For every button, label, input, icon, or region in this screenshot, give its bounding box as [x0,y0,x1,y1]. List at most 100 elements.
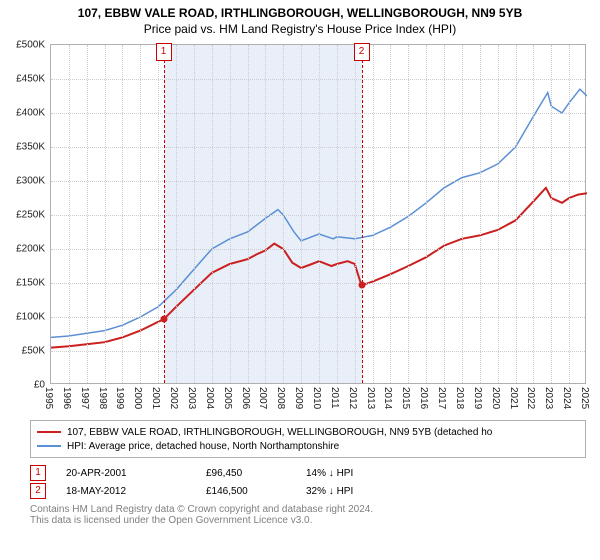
gridline-vertical [69,45,70,383]
x-axis-label: 2001 [150,387,161,409]
x-axis-label: 2003 [186,387,197,409]
x-axis-label: 2008 [275,387,286,409]
event-price: £146,500 [206,486,306,497]
y-axis-label: £250K [16,210,45,221]
x-axis-label: 1998 [97,387,108,409]
x-axis-label: 2024 [561,387,572,409]
gridline-vertical [373,45,374,383]
x-axis-label: 2017 [436,387,447,409]
attribution: Contains HM Land Registry data © Crown c… [30,504,586,526]
gridline-vertical [176,45,177,383]
gridline-vertical [426,45,427,383]
gridline-horizontal [51,181,585,182]
legend-row: HPI: Average price, detached house, Nort… [37,439,579,453]
x-axis-label: 2007 [257,387,268,409]
x-axis-label: 2019 [472,387,483,409]
gridline-horizontal [51,79,585,80]
title-line-1: 107, EBBW VALE ROAD, IRTHLINGBOROUGH, WE… [0,6,600,20]
y-axis-label: £400K [16,108,45,119]
y-axis-label: £100K [16,312,45,323]
x-axis-label: 2021 [508,387,519,409]
x-axis-label: 2022 [525,387,536,409]
event-marker-line [164,45,165,383]
gridline-vertical [569,45,570,383]
event-date: 20-APR-2001 [66,468,206,479]
attribution-line-2: This data is licensed under the Open Gov… [30,515,586,526]
x-axis-label: 2012 [347,387,358,409]
y-axis-label: £300K [16,176,45,187]
gridline-vertical [87,45,88,383]
x-axis-label: 2006 [240,387,251,409]
gridline-vertical [248,45,249,383]
y-axis-label: £450K [16,74,45,85]
gridline-vertical [551,45,552,383]
gridline-vertical [355,45,356,383]
x-axis-label: 2020 [490,387,501,409]
legend-series-box: 107, EBBW VALE ROAD, IRTHLINGBOROUGH, WE… [30,420,586,458]
event-date: 18-MAY-2012 [66,486,206,497]
gridline-vertical [462,45,463,383]
gridline-vertical [301,45,302,383]
x-axis-label: 1997 [79,387,90,409]
x-axis-label: 2004 [204,387,215,409]
gridline-vertical [516,45,517,383]
gridline-vertical [337,45,338,383]
chart: £0£50K£100K£150K£200K£250K£300K£350K£400… [50,44,586,414]
gridline-vertical [122,45,123,383]
x-axis-label: 2010 [311,387,322,409]
gridline-vertical [283,45,284,383]
event-marker-line [362,45,363,383]
gridline-vertical [498,45,499,383]
x-axis-label: 1999 [114,387,125,409]
y-axis-label: £50K [22,346,45,357]
gridline-horizontal [51,113,585,114]
event-number-box: 1 [30,465,46,481]
x-axis-label: 2015 [400,387,411,409]
event-diff: 14% ↓ HPI [306,468,353,479]
x-axis-label: 1995 [43,387,54,409]
gridline-vertical [319,45,320,383]
event-row: 1 20-APR-2001£96,45014% ↓ HPI [30,464,586,482]
legend-label: HPI: Average price, detached house, Nort… [67,441,339,452]
x-axis-label: 2002 [168,387,179,409]
attribution-line-1: Contains HM Land Registry data © Crown c… [30,504,586,515]
gridline-vertical [480,45,481,383]
event-row: 218-MAY-2012£146,50032% ↓ HPI [30,482,586,500]
event-number-box: 2 [30,483,46,499]
legend: 107, EBBW VALE ROAD, IRTHLINGBOROUGH, WE… [30,420,586,526]
x-axis-label: 2000 [132,387,143,409]
gridline-horizontal [51,283,585,284]
x-axis-label: 2016 [418,387,429,409]
event-marker-box: 2 [354,43,370,61]
y-axis-label: £500K [16,40,45,51]
x-axis-label: 2011 [329,387,340,409]
gridline-vertical [158,45,159,383]
legend-label: 107, EBBW VALE ROAD, IRTHLINGBOROUGH, WE… [67,427,492,438]
event-price: £96,450 [206,468,306,479]
x-axis-label: 2023 [543,387,554,409]
x-axis-label: 2025 [579,387,590,409]
gridline-vertical [444,45,445,383]
series-dot [358,282,365,289]
legend-events: 1 20-APR-2001£96,45014% ↓ HPI 2 18-MAY-2012… [30,464,586,500]
x-axis-label: 1996 [61,387,72,409]
gridline-vertical [194,45,195,383]
title-line-2: Price paid vs. HM Land Registry's House … [0,22,600,36]
gridline-horizontal [51,351,585,352]
gridline-vertical [105,45,106,383]
legend-swatch [37,445,61,447]
gridline-vertical [265,45,266,383]
y-axis-label: £200K [16,244,45,255]
gridline-vertical [390,45,391,383]
series-dot [160,316,167,323]
x-axis-label: 2013 [365,387,376,409]
gridline-horizontal [51,147,585,148]
gridline-horizontal [51,249,585,250]
gridline-vertical [408,45,409,383]
gridline-vertical [212,45,213,383]
x-axis-label: 2014 [382,387,393,409]
x-axis-label: 2018 [454,387,465,409]
gridline-vertical [140,45,141,383]
event-marker-box: 1 [156,43,172,61]
gridline-vertical [230,45,231,383]
